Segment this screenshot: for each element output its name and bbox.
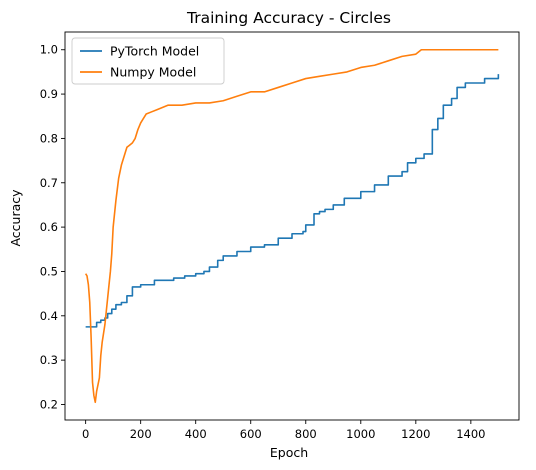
y-tick-label: 0.3 bbox=[40, 353, 58, 367]
y-tick-label: 0.2 bbox=[40, 397, 58, 411]
legend-label: PyTorch Model bbox=[110, 44, 199, 59]
y-tick-label: 0.8 bbox=[40, 131, 58, 145]
y-axis-label: Accuracy bbox=[8, 189, 23, 247]
x-tick-label: 0 bbox=[82, 427, 89, 441]
y-tick-label: 0.7 bbox=[40, 176, 58, 190]
chart-title: Training Accuracy - Circles bbox=[186, 9, 391, 27]
legend-box bbox=[71, 37, 225, 85]
x-tick-label: 400 bbox=[185, 427, 207, 441]
y-tick-label: 0.9 bbox=[40, 87, 58, 101]
legend: PyTorch Model Numpy Model bbox=[71, 37, 225, 85]
y-tick-label: 0.6 bbox=[40, 220, 58, 234]
legend-item: PyTorch Model bbox=[80, 44, 199, 59]
y-tick-label: 1.0 bbox=[40, 43, 58, 57]
x-tick-label: 200 bbox=[130, 427, 152, 441]
x-tick-label: 1000 bbox=[346, 427, 375, 441]
legend-item: Numpy Model bbox=[80, 65, 196, 80]
x-axis-label: Epoch bbox=[270, 445, 308, 460]
x-tick-label: 1200 bbox=[401, 427, 430, 441]
axes-frame bbox=[64, 31, 520, 421]
x-tick-label: 1400 bbox=[456, 427, 485, 441]
plot-area bbox=[84, 48, 500, 404]
series-line-numpy-model bbox=[84, 48, 499, 404]
y-tick-label: 0.5 bbox=[40, 264, 58, 278]
y-tick-label: 0.4 bbox=[40, 309, 58, 323]
x-tick-label: 800 bbox=[295, 427, 317, 441]
x-tick-label: 600 bbox=[240, 427, 262, 441]
legend-label: Numpy Model bbox=[110, 65, 196, 80]
series-line-pytorch-model bbox=[85, 74, 500, 328]
axes: 0 200 400 600 800 1000 1200 1400 0.2 0.3 0.4 0.5 0.6… bbox=[40, 31, 520, 441]
